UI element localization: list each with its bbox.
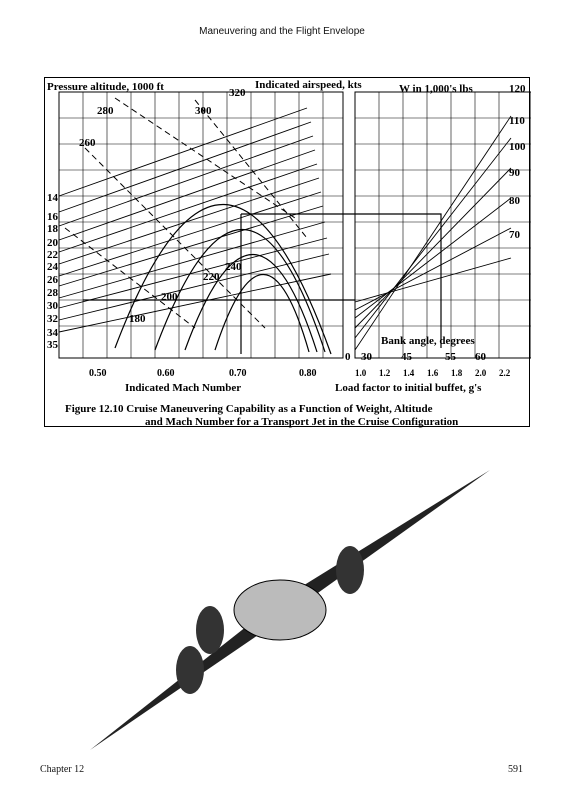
svg-text:1.0: 1.0 [355,368,367,378]
svg-text:200: 200 [161,291,178,303]
figure-12-10: Pressure altitude, 1000 ft Indicated air… [44,77,532,428]
right-grid [355,92,531,358]
left-plot-frame [58,91,344,359]
svg-text:70: 70 [509,229,521,241]
weight-top: 120 [509,83,526,95]
svg-text:30: 30 [47,300,59,312]
ias-title: Indicated airspeed, kts [255,79,362,91]
load-label: Load factor to initial buffet, g's [335,382,482,394]
svg-text:0.70: 0.70 [229,368,247,379]
load-ticks: 1.0 1.2 1.4 1.6 1.8 2.0 2.2 [355,368,511,378]
svg-text:300: 300 [195,105,212,117]
svg-text:14: 14 [47,192,59,204]
svg-text:1.2: 1.2 [379,368,391,378]
svg-text:90: 90 [509,167,521,179]
svg-text:22: 22 [47,249,59,261]
altitude-ticks: 14 16 18 20 22 24 26 28 30 32 34 35 [47,192,59,351]
weight-lines [354,115,512,351]
svg-text:2.0: 2.0 [475,368,487,378]
svg-text:180: 180 [129,313,146,325]
svg-text:220: 220 [203,271,220,283]
weight-title: W in 1,000's lbs [399,83,473,95]
mach-label: Indicated Mach Number [125,382,241,394]
svg-text:240: 240 [225,261,242,273]
running-header: Maneuvering and the Flight Envelope [199,26,365,37]
altitude-lines [58,107,332,333]
ias-labels: 280 300 260 240 220 200 180 [79,105,242,325]
fuselage-shape [233,579,327,641]
svg-text:0.50: 0.50 [89,368,107,379]
page-number: 591 [508,764,523,775]
svg-text:34: 34 [47,327,59,339]
svg-text:110: 110 [509,115,525,127]
svg-text:0.80: 0.80 [299,368,317,379]
altitude-title: Pressure altitude, 1000 ft [47,81,164,93]
svg-text:260: 260 [79,137,96,149]
svg-text:100: 100 [509,141,526,153]
engine-left-2 [176,646,204,694]
mach-ticks: 0.50 0.60 0.70 0.80 [89,368,317,379]
bank-ticks: 0 30 45 55 60 [345,351,487,363]
svg-text:55: 55 [445,351,457,363]
svg-text:80: 80 [509,195,521,207]
svg-text:35: 35 [47,339,59,351]
svg-text:16: 16 [47,211,59,223]
bank-title: Bank angle, degrees [381,335,475,347]
svg-text:30: 30 [361,351,373,363]
svg-text:32: 32 [47,313,59,325]
buffet-chart: Pressure altitude, 1000 ft Indicated air… [47,79,532,428]
aircraft-illustration [90,470,490,750]
svg-text:280: 280 [97,105,114,117]
svg-text:18: 18 [47,223,59,235]
svg-text:1.8: 1.8 [451,368,463,378]
svg-text:1.4: 1.4 [403,368,415,378]
buffet-curves [114,204,332,355]
chapter-label: Chapter 12 [40,764,85,775]
svg-text:0.60: 0.60 [157,368,175,379]
caption-line2: and Mach Number for a Transport Jet in t… [145,416,458,428]
engine-left [196,606,224,654]
svg-text:0: 0 [345,351,351,363]
svg-text:20: 20 [47,237,59,249]
ias-marker: 320 [229,87,246,99]
svg-text:60: 60 [475,351,487,363]
svg-text:24: 24 [47,261,59,273]
svg-text:45: 45 [401,351,413,363]
svg-text:2.2: 2.2 [499,368,511,378]
ias-lines [64,97,308,329]
caption-line1: Figure 12.10 Cruise Maneuvering Capabili… [65,403,433,415]
svg-text:1.6: 1.6 [427,368,439,378]
weight-labels: 110 100 90 80 70 [509,115,526,241]
svg-text:28: 28 [47,287,59,299]
svg-text:26: 26 [47,274,59,286]
engine-right [336,546,364,594]
example-path [83,213,442,354]
